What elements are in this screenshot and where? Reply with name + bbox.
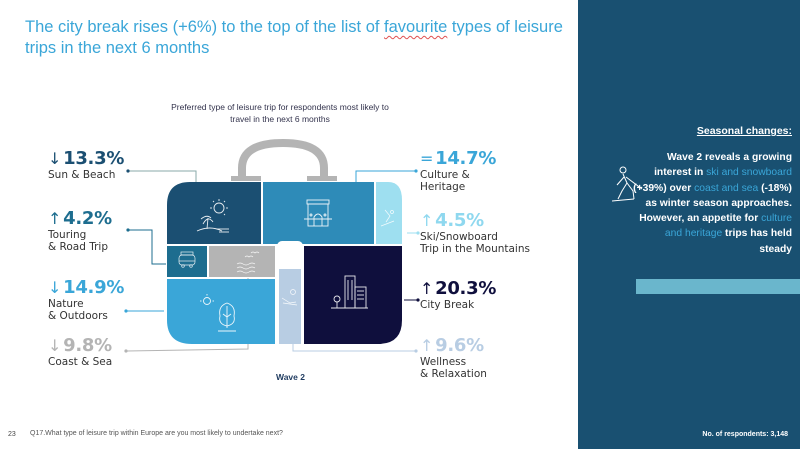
page-number: 23 [8,431,16,438]
connector-wellness [292,344,416,352]
metric-sun-beach: ↓ 13.3% Sun & Beach [48,148,125,181]
survey-question: Q17.What type of leisure trip within Eur… [30,430,283,437]
trend-down-icon: ↓ [48,336,62,355]
trend-up-icon: ↑ [48,209,62,228]
block-culture [263,182,374,244]
panel-body: Wave 2 reveals a growing interest in ski… [633,152,792,255]
trend-down-icon: ↓ [48,149,62,168]
trend-up-icon: ↑ [420,279,434,298]
arch-icon [304,199,332,227]
sunbather-icon [281,289,298,306]
waves-birds-icon [236,251,260,274]
buildings-icon [331,275,368,309]
block-sun-beach [167,182,261,244]
cross-country-skier-icon [612,166,643,202]
skier-icon [380,209,395,227]
panel-heading: Seasonal changes: [696,125,792,137]
suitcase-handle [238,138,328,178]
metric-nature: ↓ 14.9% Nature & Outdoors [48,277,125,322]
block-wellness [279,269,301,344]
handle-base-right [307,176,337,181]
block-coast [209,246,275,277]
metric-culture: = 14.7% Culture & Heritage [420,148,497,193]
trend-flat-icon: = [420,149,434,168]
block-city [304,246,402,344]
block-nature [167,279,275,344]
trend-down-icon: ↓ [48,278,62,297]
suitcase-chart [124,138,420,353]
metric-touring: ↑ 4.2% Touring & Road Trip [48,208,112,253]
insight-panel [578,0,800,449]
wellness-slot [277,241,303,251]
metric-wellness: ↑ 9.6% Wellness & Relaxation [420,335,487,380]
metric-coast: ↓ 9.8% Coast & Sea [48,335,113,368]
trend-up-icon: ↑ [420,336,434,355]
block-ski [376,182,402,244]
palm-sun-icon [196,199,229,233]
connector-touring [128,229,166,265]
block-touring [167,246,207,277]
slide-title: The city break rises (+6%) to the top of… [25,18,563,57]
wave-label: Wave 2 [276,372,305,382]
respondents-count: No. of respondents: 3,148 [702,431,788,438]
van-icon [178,251,196,268]
connector-sun-beach [128,170,197,182]
connector-culture [355,170,416,182]
metric-city: ↑ 20.3% City Break [420,278,497,311]
metric-ski: ↑ 4.5% Ski/Snowboard Trip in the Mountain… [420,210,530,255]
panel-accent-bar [636,279,800,294]
handle-base-left [231,176,261,181]
trend-up-icon: ↑ [420,211,434,230]
chart-subtitle: Preferred type of leisure trip for respo… [171,102,389,124]
spellcheck-flagged-word[interactable]: favourite [384,18,448,36]
connector-dots [124,169,420,353]
tree-sun-icon [200,294,236,332]
